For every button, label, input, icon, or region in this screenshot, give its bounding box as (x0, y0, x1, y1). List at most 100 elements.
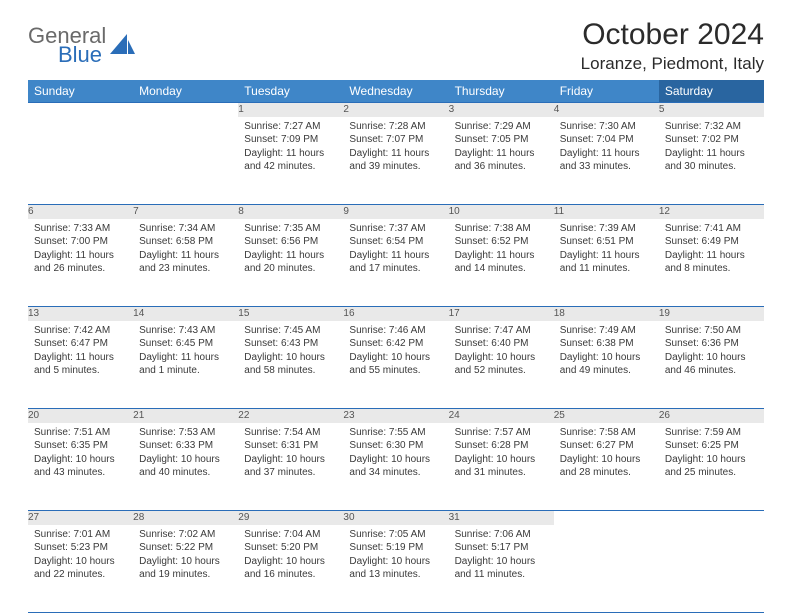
sunrise-text: Sunrise: 7:33 AM (34, 222, 127, 236)
sunset-text: Sunset: 6:49 PM (665, 235, 758, 249)
sunrise-text: Sunrise: 7:32 AM (665, 120, 758, 134)
sunrise-text: Sunrise: 7:53 AM (139, 426, 232, 440)
sunset-text: Sunset: 7:02 PM (665, 133, 758, 147)
day-number-cell: 21 (133, 409, 238, 423)
daylight-text: Daylight: 10 hours and 16 minutes. (244, 555, 337, 582)
day-cell: Sunrise: 7:45 AMSunset: 6:43 PMDaylight:… (238, 321, 343, 409)
daylight-text: Daylight: 11 hours and 30 minutes. (665, 147, 758, 174)
weekday-header: Tuesday (238, 80, 343, 103)
day-number-cell: 4 (554, 103, 659, 117)
sunrise-text: Sunrise: 7:54 AM (244, 426, 337, 440)
day-cell: Sunrise: 7:42 AMSunset: 6:47 PMDaylight:… (28, 321, 133, 409)
day-number-cell: 15 (238, 307, 343, 321)
day-cell: Sunrise: 7:32 AMSunset: 7:02 PMDaylight:… (659, 117, 764, 205)
sunset-text: Sunset: 6:30 PM (349, 439, 442, 453)
day-cell: Sunrise: 7:41 AMSunset: 6:49 PMDaylight:… (659, 219, 764, 307)
day-cell: Sunrise: 7:27 AMSunset: 7:09 PMDaylight:… (238, 117, 343, 205)
day-cell: Sunrise: 7:05 AMSunset: 5:19 PMDaylight:… (343, 525, 448, 613)
sunset-text: Sunset: 7:04 PM (560, 133, 653, 147)
daylight-text: Daylight: 11 hours and 39 minutes. (349, 147, 442, 174)
sunset-text: Sunset: 5:23 PM (34, 541, 127, 555)
day-number-cell: 31 (449, 511, 554, 525)
sunrise-text: Sunrise: 7:35 AM (244, 222, 337, 236)
logo: General Blue (28, 24, 136, 66)
day-number-cell: 22 (238, 409, 343, 423)
sunrise-text: Sunrise: 7:47 AM (455, 324, 548, 338)
logo-sail-icon (110, 34, 136, 61)
day-number-cell: 30 (343, 511, 448, 525)
daylight-text: Daylight: 11 hours and 8 minutes. (665, 249, 758, 276)
sunrise-text: Sunrise: 7:05 AM (349, 528, 442, 542)
sunrise-text: Sunrise: 7:59 AM (665, 426, 758, 440)
daylight-text: Daylight: 10 hours and 55 minutes. (349, 351, 442, 378)
sunrise-text: Sunrise: 7:49 AM (560, 324, 653, 338)
day-number-cell (554, 511, 659, 525)
sunset-text: Sunset: 6:45 PM (139, 337, 232, 351)
daylight-text: Daylight: 11 hours and 26 minutes. (34, 249, 127, 276)
sunrise-text: Sunrise: 7:43 AM (139, 324, 232, 338)
day-cell (659, 525, 764, 613)
day-cell: Sunrise: 7:01 AMSunset: 5:23 PMDaylight:… (28, 525, 133, 613)
daylight-text: Daylight: 10 hours and 19 minutes. (139, 555, 232, 582)
sunrise-text: Sunrise: 7:06 AM (455, 528, 548, 542)
day-number-cell: 19 (659, 307, 764, 321)
sunset-text: Sunset: 6:40 PM (455, 337, 548, 351)
day-number-cell: 14 (133, 307, 238, 321)
daylight-text: Daylight: 11 hours and 14 minutes. (455, 249, 548, 276)
daylight-text: Daylight: 11 hours and 20 minutes. (244, 249, 337, 276)
day-cell (28, 117, 133, 205)
day-cell: Sunrise: 7:29 AMSunset: 7:05 PMDaylight:… (449, 117, 554, 205)
day-number-cell (133, 103, 238, 117)
day-number-cell: 16 (343, 307, 448, 321)
day-cell: Sunrise: 7:38 AMSunset: 6:52 PMDaylight:… (449, 219, 554, 307)
day-cell: Sunrise: 7:43 AMSunset: 6:45 PMDaylight:… (133, 321, 238, 409)
day-number-cell: 8 (238, 205, 343, 219)
sunset-text: Sunset: 6:31 PM (244, 439, 337, 453)
day-cell: Sunrise: 7:51 AMSunset: 6:35 PMDaylight:… (28, 423, 133, 511)
day-number-cell (28, 103, 133, 117)
daylight-text: Daylight: 10 hours and 34 minutes. (349, 453, 442, 480)
sunrise-text: Sunrise: 7:50 AM (665, 324, 758, 338)
day-number-cell: 1 (238, 103, 343, 117)
sunset-text: Sunset: 5:22 PM (139, 541, 232, 555)
daylight-text: Daylight: 10 hours and 25 minutes. (665, 453, 758, 480)
day-number-cell: 5 (659, 103, 764, 117)
sunset-text: Sunset: 6:54 PM (349, 235, 442, 249)
day-cell: Sunrise: 7:30 AMSunset: 7:04 PMDaylight:… (554, 117, 659, 205)
sunrise-text: Sunrise: 7:30 AM (560, 120, 653, 134)
sunrise-text: Sunrise: 7:39 AM (560, 222, 653, 236)
day-cell: Sunrise: 7:33 AMSunset: 7:00 PMDaylight:… (28, 219, 133, 307)
day-number-cell: 27 (28, 511, 133, 525)
day-number-cell: 20 (28, 409, 133, 423)
day-number-cell: 28 (133, 511, 238, 525)
sunrise-text: Sunrise: 7:37 AM (349, 222, 442, 236)
logo-text-blue: Blue (58, 43, 106, 66)
daylight-text: Daylight: 11 hours and 1 minute. (139, 351, 232, 378)
sunset-text: Sunset: 6:58 PM (139, 235, 232, 249)
sunrise-text: Sunrise: 7:58 AM (560, 426, 653, 440)
day-cell: Sunrise: 7:58 AMSunset: 6:27 PMDaylight:… (554, 423, 659, 511)
sunset-text: Sunset: 5:19 PM (349, 541, 442, 555)
daylight-text: Daylight: 10 hours and 13 minutes. (349, 555, 442, 582)
location: Loranze, Piedmont, Italy (581, 54, 764, 74)
sunrise-text: Sunrise: 7:02 AM (139, 528, 232, 542)
sunset-text: Sunset: 6:43 PM (244, 337, 337, 351)
sunset-text: Sunset: 7:05 PM (455, 133, 548, 147)
sunrise-text: Sunrise: 7:51 AM (34, 426, 127, 440)
weekday-header: Sunday (28, 80, 133, 103)
day-cell: Sunrise: 7:49 AMSunset: 6:38 PMDaylight:… (554, 321, 659, 409)
day-number-cell: 10 (449, 205, 554, 219)
day-number-cell: 24 (449, 409, 554, 423)
day-cell: Sunrise: 7:47 AMSunset: 6:40 PMDaylight:… (449, 321, 554, 409)
day-cell: Sunrise: 7:35 AMSunset: 6:56 PMDaylight:… (238, 219, 343, 307)
weekday-header: Monday (133, 80, 238, 103)
weekday-header: Friday (554, 80, 659, 103)
sunset-text: Sunset: 5:17 PM (455, 541, 548, 555)
sunrise-text: Sunrise: 7:28 AM (349, 120, 442, 134)
day-cell: Sunrise: 7:46 AMSunset: 6:42 PMDaylight:… (343, 321, 448, 409)
day-cell: Sunrise: 7:34 AMSunset: 6:58 PMDaylight:… (133, 219, 238, 307)
daylight-text: Daylight: 10 hours and 28 minutes. (560, 453, 653, 480)
calendar-table: SundayMondayTuesdayWednesdayThursdayFrid… (28, 80, 764, 613)
day-cell: Sunrise: 7:59 AMSunset: 6:25 PMDaylight:… (659, 423, 764, 511)
day-cell: Sunrise: 7:53 AMSunset: 6:33 PMDaylight:… (133, 423, 238, 511)
